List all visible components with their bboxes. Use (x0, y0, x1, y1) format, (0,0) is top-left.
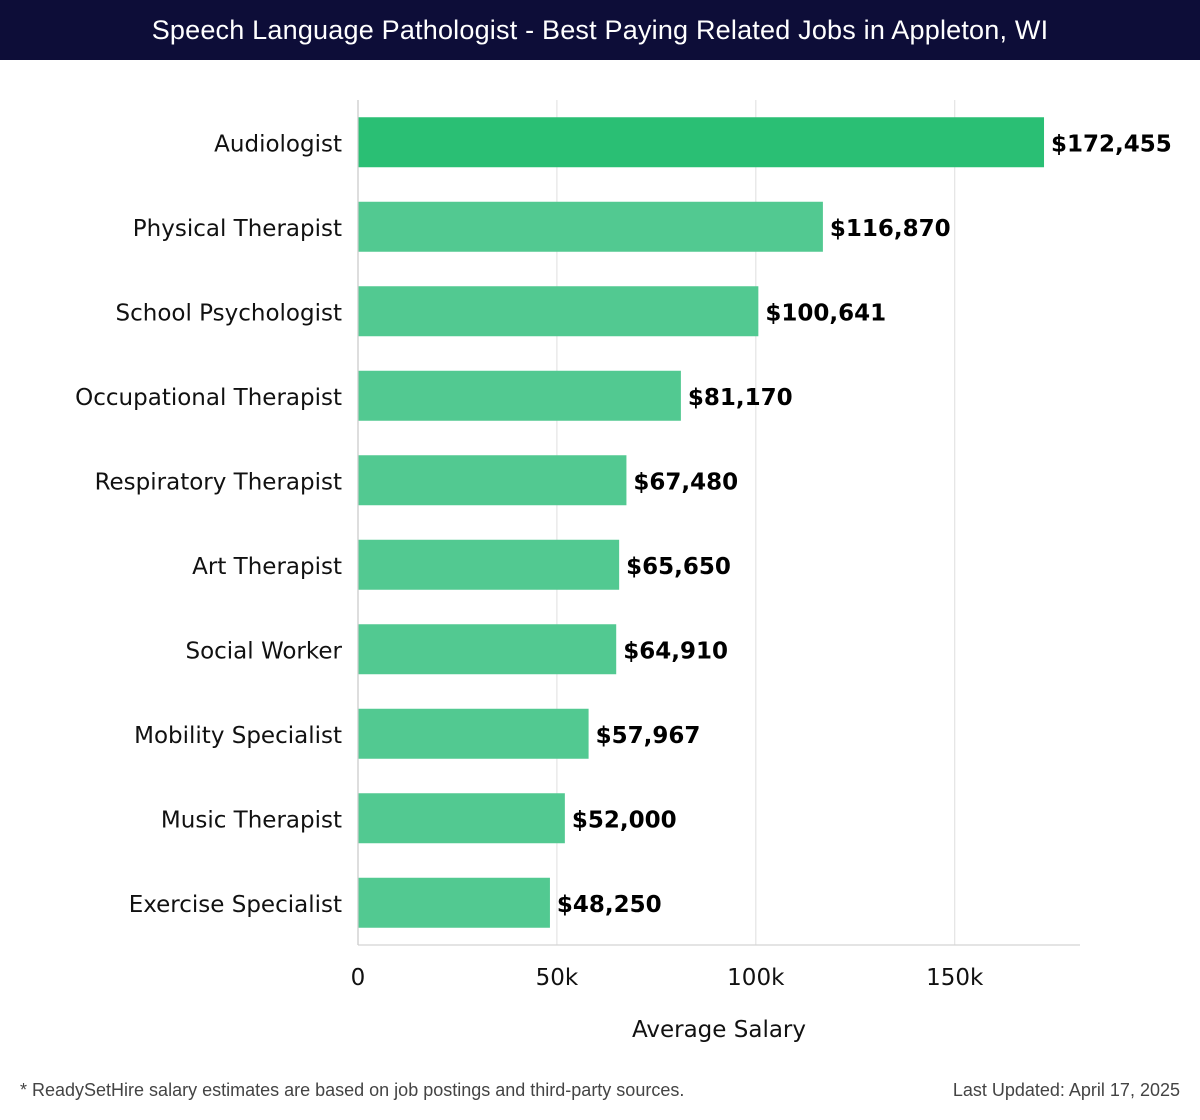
value-label: $64,910 (623, 638, 728, 664)
category-label: Exercise Specialist (129, 892, 342, 918)
value-label: $52,000 (572, 807, 677, 833)
footnote: * ReadySetHire salary estimates are base… (20, 1080, 685, 1100)
value-label: $116,870 (830, 216, 951, 242)
x-tick-label: 150k (926, 965, 984, 991)
value-label: $67,480 (633, 469, 738, 495)
x-tick-label: 100k (727, 965, 785, 991)
category-label: Music Therapist (161, 807, 342, 833)
value-label: $81,170 (688, 385, 793, 411)
category-label: Mobility Specialist (134, 723, 342, 749)
bar (358, 624, 617, 675)
x-tick-label: 50k (536, 965, 579, 991)
category-label: Respiratory Therapist (95, 469, 342, 495)
chart-title: Speech Language Pathologist - Best Payin… (151, 14, 1049, 45)
bar (358, 793, 565, 844)
bar (358, 201, 823, 252)
category-label: Occupational Therapist (75, 385, 342, 411)
bar (358, 539, 620, 590)
value-label: $65,650 (626, 554, 731, 580)
value-label: $100,641 (765, 300, 886, 326)
bar (358, 286, 759, 337)
x-tick-label: 0 (351, 965, 366, 991)
value-label: $48,250 (557, 892, 662, 918)
last-updated: Last Updated: April 17, 2025 (952, 1080, 1180, 1100)
salary-bar-chart: 0 50k 100k 150k Audiologist $172,455 Physical … (75, 100, 1172, 1043)
value-label: $172,455 (1051, 131, 1172, 157)
x-axis-title: Average Salary (632, 1017, 806, 1043)
value-label: $57,967 (596, 723, 701, 749)
title-bar: Speech Language Pathologist - Best Payin… (0, 0, 1200, 60)
category-label: Social Worker (185, 638, 342, 664)
category-label: Audiologist (214, 131, 342, 157)
category-label: Art Therapist (192, 554, 342, 580)
bar (358, 455, 627, 506)
bar (358, 708, 589, 759)
category-label: School Psychologist (116, 300, 342, 326)
category-label: Physical Therapist (133, 216, 342, 242)
bar (358, 877, 550, 928)
bar (358, 370, 681, 421)
bar (358, 117, 1045, 168)
